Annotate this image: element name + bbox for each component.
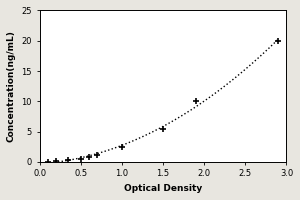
X-axis label: Optical Density: Optical Density — [124, 184, 202, 193]
Y-axis label: Concentration(ng/mL): Concentration(ng/mL) — [7, 30, 16, 142]
